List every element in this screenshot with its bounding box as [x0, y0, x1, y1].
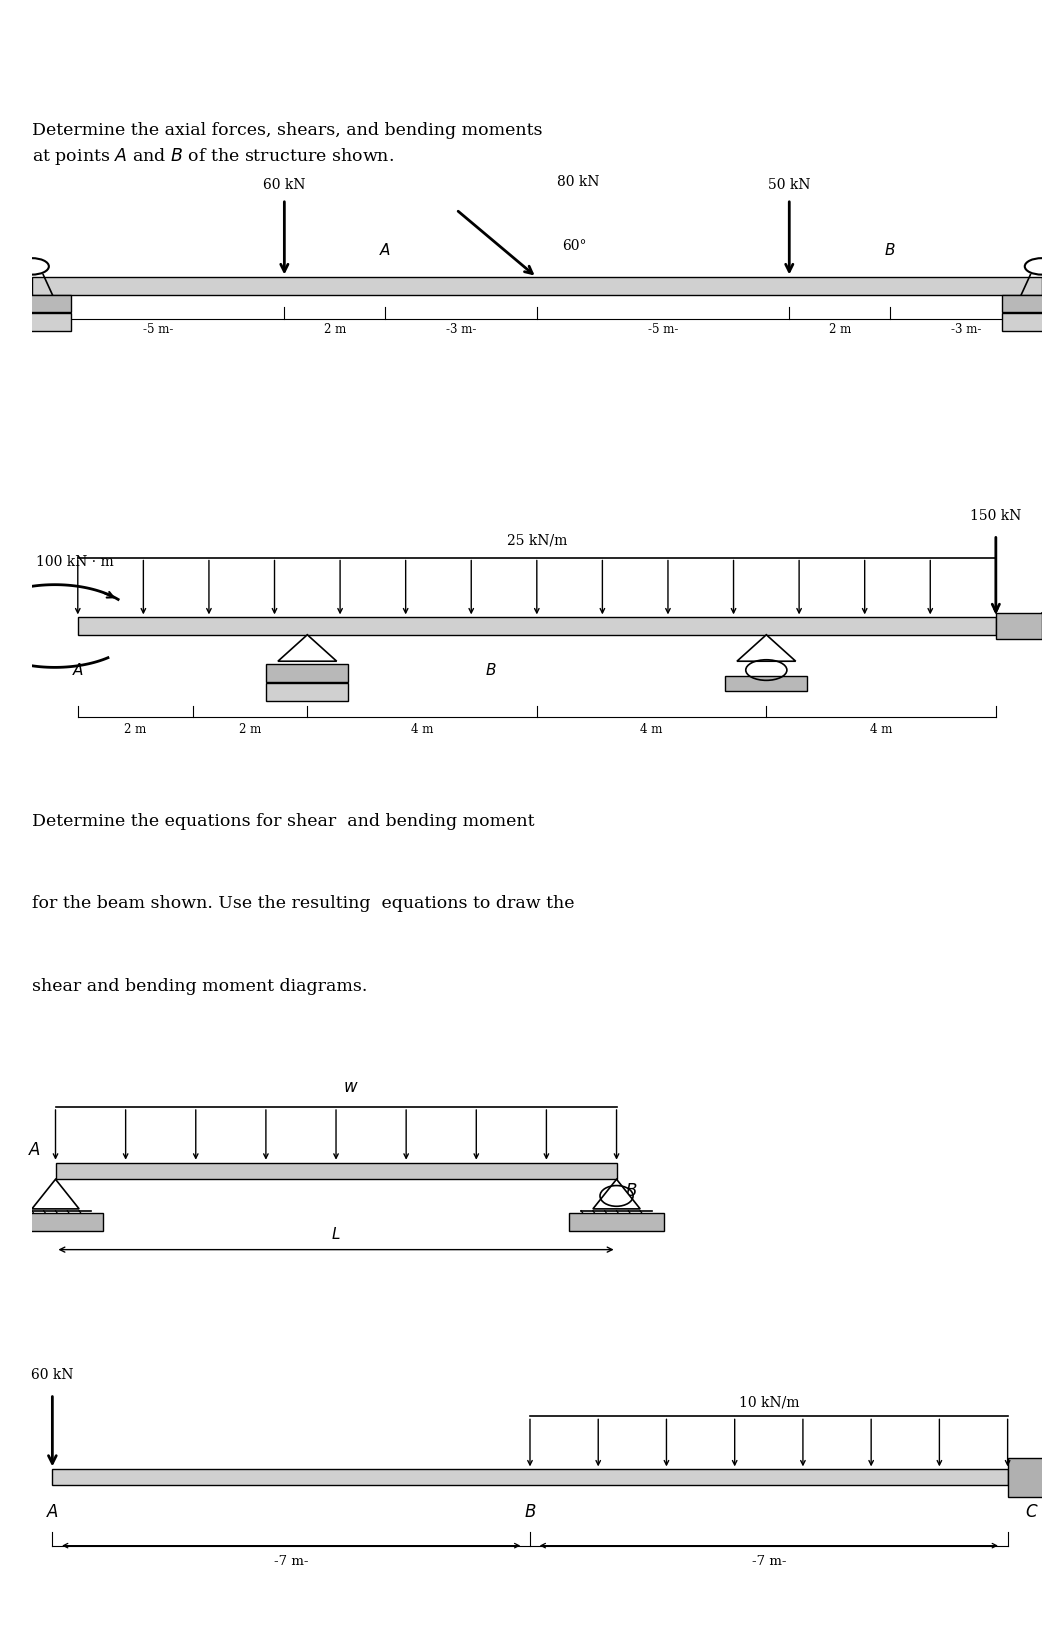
Text: 100 kN · m: 100 kN · m [36, 554, 114, 569]
Text: for the beam shown. Use the resulting  equations to draw the: for the beam shown. Use the resulting eq… [32, 895, 574, 912]
Bar [266, 663, 349, 681]
Text: $B$: $B$ [884, 242, 896, 258]
Text: shear and bending moment diagrams.: shear and bending moment diagrams. [32, 979, 367, 995]
Bar [0, 314, 71, 332]
Text: $A$: $A$ [28, 1142, 40, 1159]
Text: $B$: $B$ [524, 1503, 536, 1521]
Bar [0, 296, 71, 312]
Bar [9, 1212, 103, 1230]
Text: 25 kN/m: 25 kN/m [507, 533, 567, 547]
Text: 2 m: 2 m [124, 722, 147, 735]
Text: 10 kN/m: 10 kN/m [739, 1395, 799, 1410]
Text: 2 m: 2 m [239, 722, 261, 735]
Bar [78, 618, 996, 634]
Text: 60 kN: 60 kN [31, 1368, 73, 1382]
Text: -7 m-: -7 m- [274, 1556, 308, 1569]
Text: $C$: $C$ [1025, 1503, 1039, 1521]
Text: -5 m-: -5 m- [647, 324, 678, 337]
Bar [996, 613, 1042, 639]
Text: 80 kN: 80 kN [557, 175, 600, 190]
Polygon shape [277, 634, 337, 662]
Text: $A$: $A$ [379, 242, 391, 258]
Bar [1002, 314, 1063, 332]
Bar [55, 1163, 617, 1180]
Text: $L$: $L$ [332, 1226, 341, 1242]
Text: -3 m-: -3 m- [950, 324, 981, 337]
Polygon shape [737, 634, 796, 662]
Text: 50 kN: 50 kN [769, 178, 810, 191]
Polygon shape [32, 1180, 79, 1209]
Text: Determine the axial forces, shears, and bending moments: Determine the axial forces, shears, and … [32, 123, 542, 139]
Text: 4 m: 4 m [870, 722, 892, 735]
Text: 4 m: 4 m [640, 722, 662, 735]
Text: 60°: 60° [562, 239, 587, 253]
Text: 2 m: 2 m [829, 324, 850, 337]
Bar [266, 683, 349, 701]
Bar [52, 1469, 1008, 1485]
Text: $B$: $B$ [485, 662, 496, 678]
Bar [725, 676, 808, 691]
Bar [1002, 296, 1063, 312]
Text: -5 m-: -5 m- [142, 324, 173, 337]
Text: Determine the equations for shear  and bending moment: Determine the equations for shear and be… [32, 812, 535, 830]
Text: $A$: $A$ [46, 1503, 58, 1521]
Text: 60 kN: 60 kN [264, 178, 305, 191]
Bar [570, 1212, 663, 1230]
Text: -3 m-: -3 m- [445, 324, 476, 337]
Text: 150 kN: 150 kN [971, 510, 1022, 523]
Bar [32, 278, 1042, 294]
Text: 4 m: 4 m [411, 722, 434, 735]
Text: $B$: $B$ [625, 1183, 638, 1199]
Bar [1008, 1458, 1056, 1497]
Text: -7 m-: -7 m- [752, 1556, 786, 1569]
Text: $A$: $A$ [71, 662, 84, 678]
Text: at points $A$ and $B$ of the structure shown.: at points $A$ and $B$ of the structure s… [32, 147, 394, 167]
Text: $w$: $w$ [343, 1078, 358, 1096]
Text: 2 m: 2 m [324, 324, 345, 337]
Polygon shape [593, 1180, 640, 1209]
